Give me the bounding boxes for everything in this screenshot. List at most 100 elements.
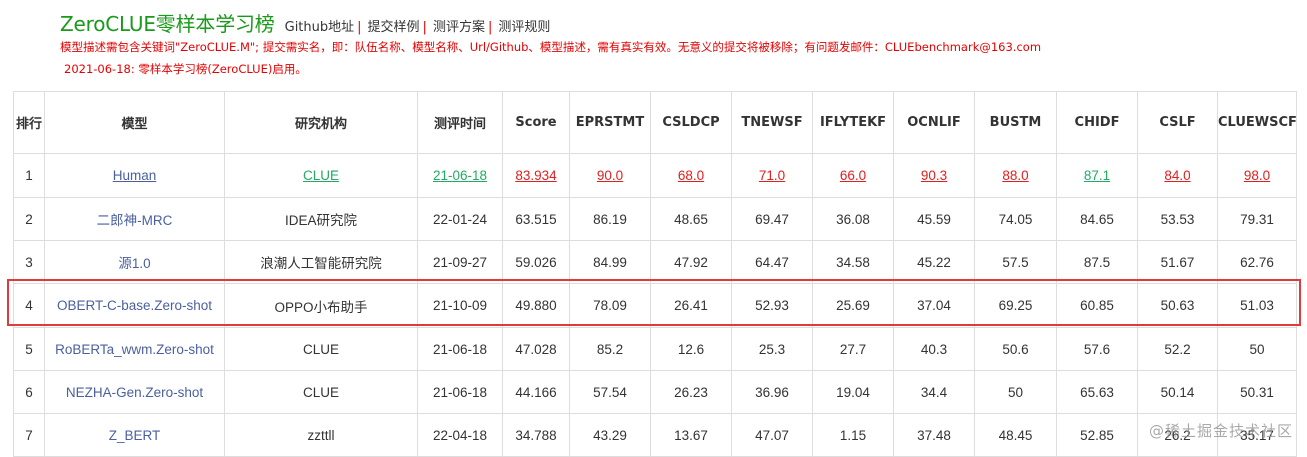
rank-cell: 5 [13,327,45,371]
csldcp-cell: 12.6 [650,327,732,371]
org-cell: CLUE [224,370,418,414]
watermark: @稀土掘金技术社区 [1148,422,1293,440]
table-row: 4 OBERT-C-base.Zero-shot OPPO小布助手 21-10-… [13,283,1297,328]
iflytekf-cell: 34.58 [812,240,894,284]
table-row: 6 NEZHA-Gen.Zero-shot CLUE 21-06-18 44.1… [13,370,1297,414]
chidf-cell: 57.6 [1056,327,1138,371]
nav-link-submit-sample[interactable]: 提交样例 [367,20,420,35]
bustm-cell: 69.25 [974,283,1057,328]
eprstmt-cell: 90.0 [569,153,651,198]
ocnlif-cell: 34.4 [893,370,975,414]
org-cell: CLUE [224,153,418,198]
cslf-cell: 84.0 [1137,153,1218,198]
model-link[interactable]: OBERT-C-base.Zero-shot [56,298,213,313]
column-header-eprstmt: EPRSTMT [569,91,651,154]
nav-separator: | [487,20,493,35]
csldcp-cell: 26.23 [650,370,732,414]
model-link[interactable]: NEZHA-Gen.Zero-shot [65,384,204,400]
submission-notice: 模型描述需包含关键词"ZeroCLUE.M"; 提交需实名，即：队伍名称、模型名… [60,40,1042,54]
chidf-cell: 60.85 [1056,283,1138,328]
bustm-link[interactable]: 88.0 [1002,168,1029,183]
score-cell: 83.934 [502,153,570,198]
cluewscf-cell: 50 [1217,327,1297,371]
column-header-date: 测评时间 [417,91,503,154]
ocnlif-cell: 37.04 [893,283,975,328]
nav-separator: | [422,20,427,35]
model-link[interactable]: RoBERTa_wwm.Zero-shot [55,341,214,357]
cluewscf-cell: 35.17 [1217,413,1297,457]
cluewscf-link[interactable]: 98.0 [1243,168,1271,183]
column-header-rank: 排行 [13,91,45,154]
score-cell: 63.515 [502,197,570,241]
date-cell: 21-06-18 [417,327,503,371]
ocnlif-cell: 40.3 [893,327,975,371]
nav-link-github[interactable]: Github地址 [284,20,355,35]
title-row: ZeroCLUE零样本学习榜 Github地址 | 提交样例 | 测评方案 | … [60,8,1300,36]
cluewscf-cell: 79.31 [1217,197,1297,241]
tnewsf-link[interactable]: 71.0 [758,168,786,183]
csldcp-link[interactable]: 68.0 [677,168,705,183]
cslf-link[interactable]: 84.0 [1164,168,1191,183]
eprstmt-cell: 85.2 [569,327,651,371]
chidf-link[interactable]: 87.1 [1083,168,1111,183]
ocnlif-cell: 37.48 [893,413,975,457]
iflytekf-cell: 66.0 [812,153,894,198]
chidf-cell: 65.63 [1056,370,1138,414]
bustm-cell: 88.0 [974,153,1057,198]
org-link[interactable]: CLUE [302,168,339,183]
eprstmt-cell: 84.99 [569,240,651,284]
model-cell: Z_BERT [44,413,225,457]
eprstmt-cell: 57.54 [569,370,651,414]
date-cell: 21-06-18 [417,370,503,414]
cluewscf-cell: 62.76 [1217,240,1297,284]
ocnlif-cell: 45.59 [893,197,975,241]
nav-separator: | [357,20,362,35]
org-cell: CLUE [224,327,418,371]
rank-cell: 4 [13,283,45,328]
date-cell: 22-01-24 [417,197,503,241]
cluewscf-cell: 50.31 [1217,370,1297,414]
nav-link-eval-scheme[interactable]: 测评方案 [432,20,485,35]
nav-link-eval-rules[interactable]: 测评规则 [498,20,551,35]
model-link[interactable]: Human [112,168,157,183]
rank-cell: 3 [13,240,45,284]
launch-notice: 2021-06-18: 零样本学习榜(ZeroCLUE)启用。 [64,62,307,76]
column-header-bustm: BUSTM [974,91,1057,154]
date-cell: 22-04-18 [417,413,503,457]
table-row: 3 源1.0 浪潮人工智能研究院 21-09-27 59.026 84.99 4… [13,240,1297,284]
model-link[interactable]: Z_BERT [108,427,161,443]
tnewsf-cell: 64.47 [731,240,813,284]
model-cell: OBERT-C-base.Zero-shot [44,283,225,328]
tnewsf-cell: 36.96 [731,370,813,414]
rank-cell: 7 [13,413,45,457]
csldcp-cell: 13.67 [650,413,732,457]
ocnlif-link[interactable]: 90.3 [920,168,948,183]
leaderboard-table: 排行 模型 研究机构 测评时间 Score EPRSTMT CSLDCP TNE… [13,91,1297,457]
iflytekf-link[interactable]: 66.0 [839,168,867,183]
cslf-cell: 50.63 [1137,283,1218,328]
tnewsf-cell: 71.0 [731,153,813,198]
score-link[interactable]: 83.934 [515,168,557,183]
rank-cell: 1 [13,153,45,198]
column-header-score: Score [502,91,570,154]
model-link[interactable]: 源1.0 [118,256,151,271]
model-cell: RoBERTa_wwm.Zero-shot [44,327,225,371]
leaderboard-header: ZeroCLUE零样本学习榜 Github地址 | 提交样例 | 测评方案 | … [60,8,1300,79]
column-header-org: 研究机构 [224,91,418,154]
csldcp-cell: 48.65 [650,197,732,241]
tnewsf-cell: 52.93 [731,283,813,328]
iflytekf-cell: 25.69 [812,283,894,328]
table-row: 1 Human CLUE 21-06-18 83.934 90.0 68.0 7… [13,153,1297,198]
column-header-cluewscf: CLUEWSCF [1217,91,1297,154]
table-row: 5 RoBERTa_wwm.Zero-shot CLUE 21-06-18 47… [13,327,1297,371]
table-row: 7 Z_BERT zzttll 22-04-18 34.788 43.29 13… [13,413,1297,457]
eprstmt-link[interactable]: 90.0 [596,168,624,183]
column-header-csldcp: CSLDCP [650,91,732,154]
model-cell: NEZHA-Gen.Zero-shot [44,370,225,414]
tnewsf-cell: 25.3 [731,327,813,371]
cslf-cell: 52.2 [1137,327,1218,371]
column-header-cslf: CSLF [1137,91,1218,154]
score-cell: 44.166 [502,370,570,414]
model-link[interactable]: 二郎神-MRC [96,213,173,228]
date-link[interactable]: 21-06-18 [432,168,488,183]
